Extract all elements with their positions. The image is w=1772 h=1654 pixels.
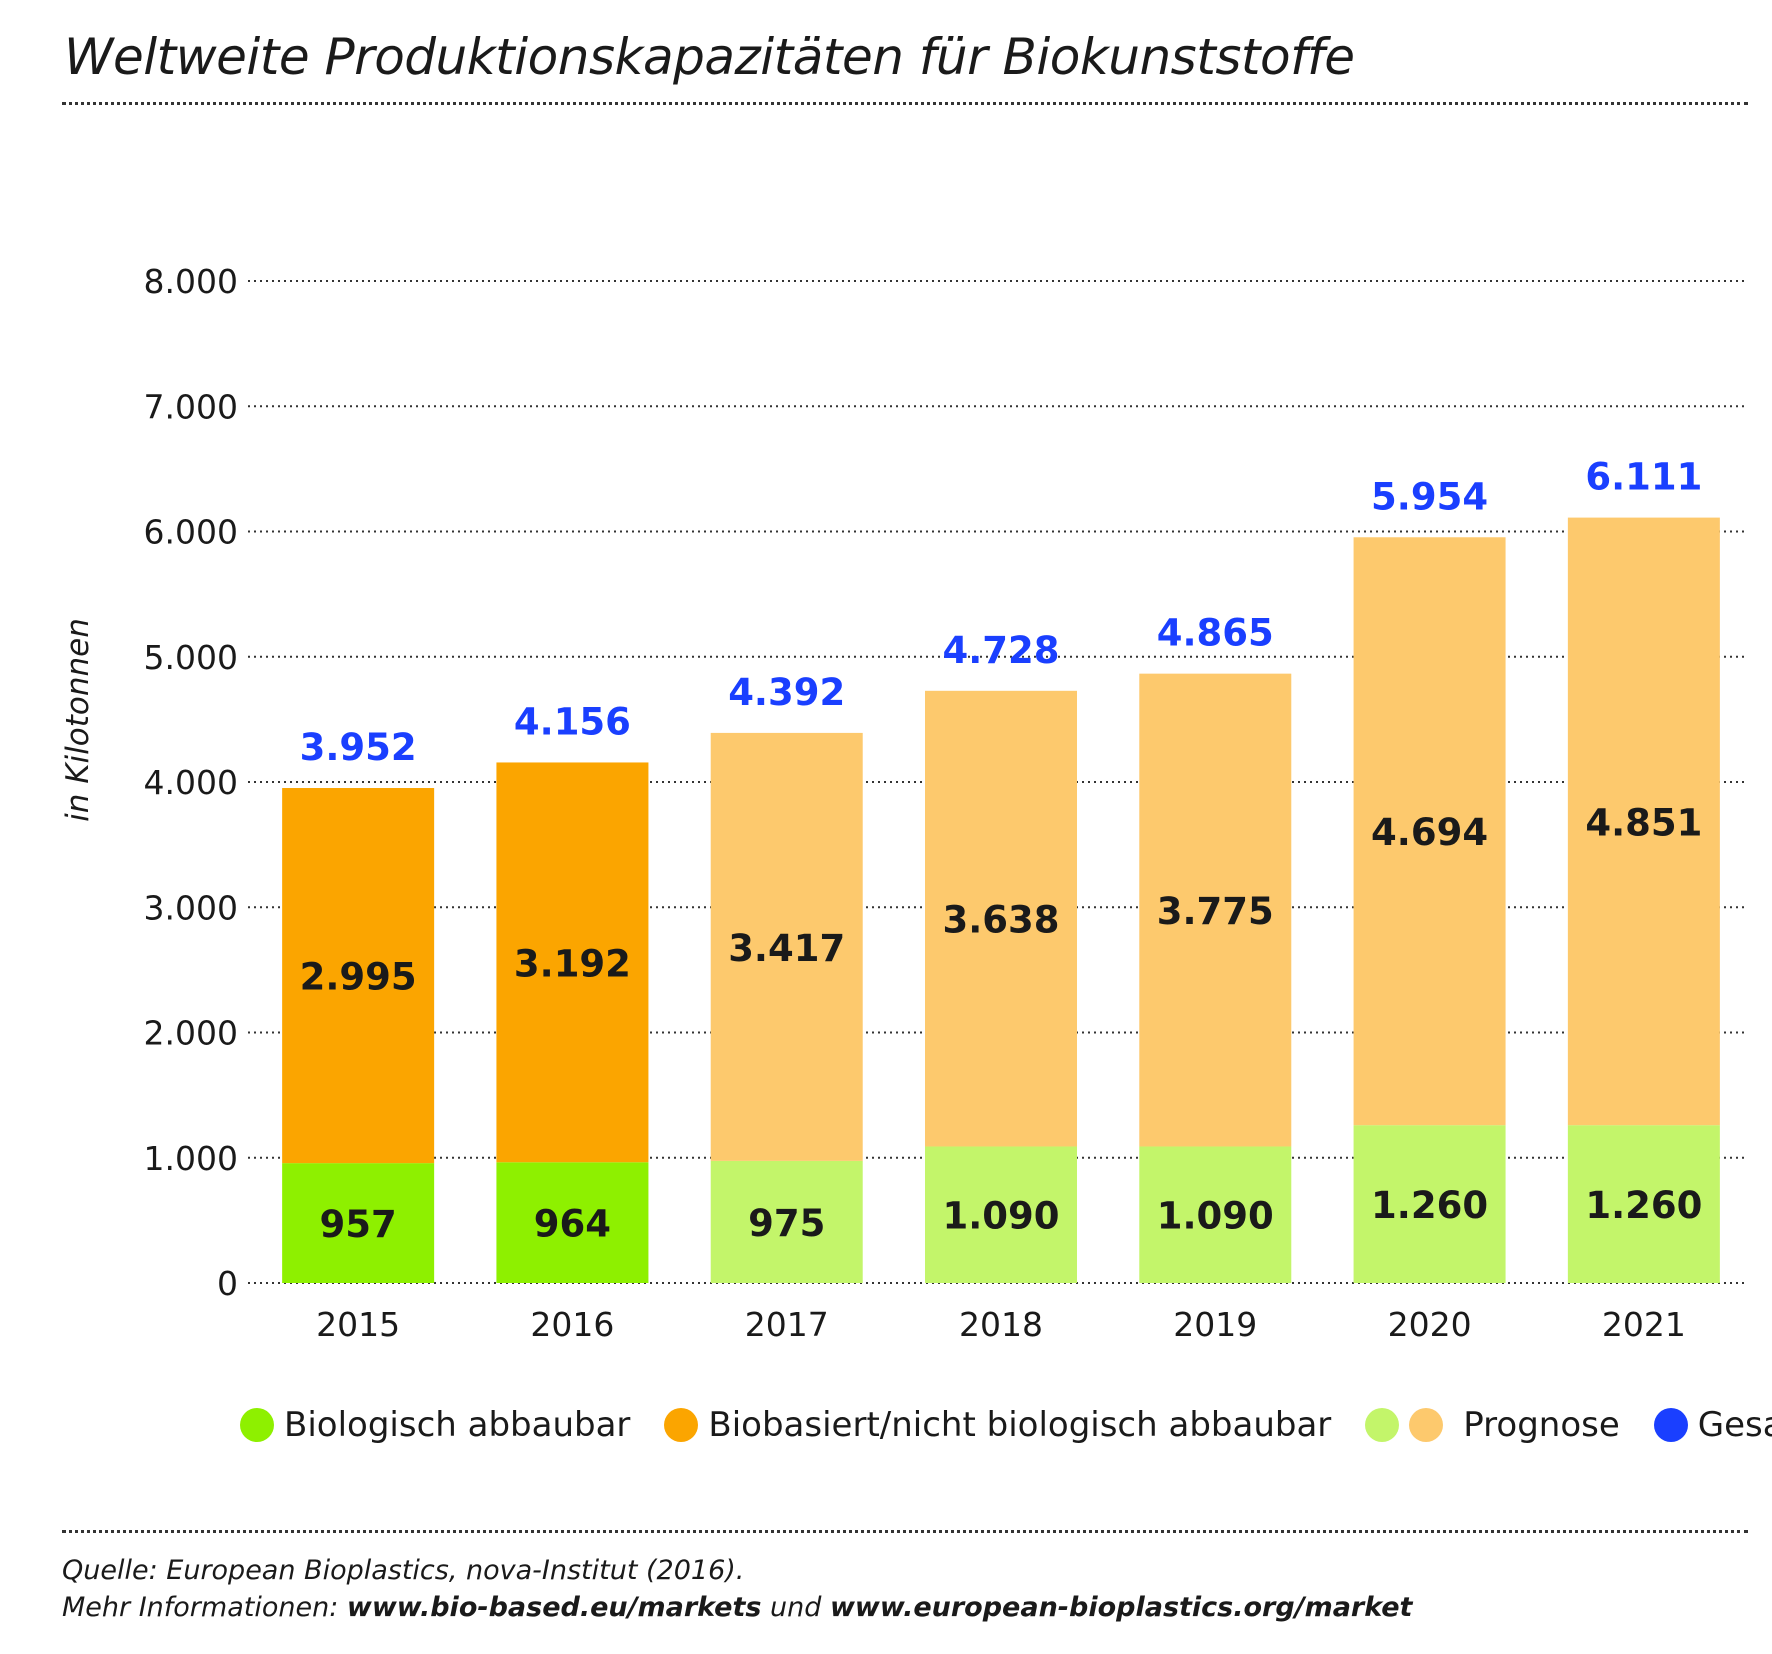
data-label-biologisch: 1.260 xyxy=(1585,1184,1702,1227)
data-label-biologisch: 1.260 xyxy=(1371,1184,1488,1227)
y-tick-label: 2.000 xyxy=(144,1014,238,1053)
data-label-biobasiert: 2.995 xyxy=(300,956,417,999)
y-tick-label: 3.000 xyxy=(144,888,238,927)
more-info-prefix: Mehr Informationen: xyxy=(62,1592,347,1623)
legend-item-biobasiert: Biobasiert/nicht biologisch abbaubar xyxy=(664,1405,1331,1445)
legend-label-biologisch: Biologisch abbaubar xyxy=(284,1405,631,1445)
legend-label-gesamt: Gesamt xyxy=(1697,1405,1772,1445)
data-label-gesamt: 4.392 xyxy=(728,671,845,714)
data-label-gesamt: 4.156 xyxy=(514,700,631,743)
bar-biobasiert xyxy=(496,762,649,1163)
data-label-biologisch: 957 xyxy=(320,1203,397,1246)
data-label-gesamt: 4.865 xyxy=(1157,612,1274,655)
legend: Biologisch abbaubar Biobasiert/nicht bio… xyxy=(240,1405,1772,1445)
top-divider xyxy=(62,102,1748,105)
bar-biobasiert xyxy=(1139,673,1292,1147)
x-tick-label: 2018 xyxy=(959,1305,1043,1344)
data-label-biologisch: 964 xyxy=(534,1203,611,1246)
x-tick-label: 2015 xyxy=(316,1305,400,1344)
x-tick-label: 2016 xyxy=(530,1305,614,1344)
x-tick-label: 2021 xyxy=(1602,1305,1686,1344)
bar-biologisch xyxy=(1139,1146,1292,1283)
legend-swatch-prognose-orange xyxy=(1409,1408,1444,1442)
more-info-line: Mehr Informationen: www.bio-based.eu/mar… xyxy=(62,1592,1412,1623)
link-bio-based[interactable]: www.bio-based.eu/markets xyxy=(346,1592,762,1623)
bar-biologisch xyxy=(925,1146,1077,1283)
y-tick-label: 5.000 xyxy=(144,638,238,677)
y-tick-label: 1.000 xyxy=(144,1139,238,1178)
link-european-bioplastics[interactable]: www.european-bioplastics.org/market xyxy=(829,1592,1413,1623)
bar-biobasiert xyxy=(1353,537,1506,1126)
legend-item-biologisch: Biologisch abbaubar xyxy=(240,1405,630,1445)
data-label-gesamt: 4.728 xyxy=(942,629,1059,672)
y-axis-label: in Kilotonnen xyxy=(60,618,96,822)
legend-swatch-gesamt xyxy=(1653,1408,1688,1442)
data-label-biobasiert: 3.192 xyxy=(514,942,631,985)
legend-swatch-prognose-green xyxy=(1365,1408,1400,1442)
data-label-gesamt: 5.954 xyxy=(1371,475,1488,518)
data-label-biobasiert: 3.775 xyxy=(1157,890,1274,933)
bar-biobasiert xyxy=(282,788,435,1164)
y-tick-label: 7.000 xyxy=(144,387,238,426)
y-tick-label: 0 xyxy=(217,1264,238,1303)
legend-item-gesamt: Gesamt xyxy=(1653,1405,1772,1445)
bar-biologisch xyxy=(496,1162,649,1283)
bar-biobasiert xyxy=(1567,517,1720,1126)
legend-label-biobasiert: Biobasiert/nicht biologisch abbaubar xyxy=(708,1405,1332,1445)
legend-swatch-biobasiert xyxy=(664,1408,699,1442)
legend-swatch-biologisch xyxy=(240,1408,274,1442)
bar-biologisch xyxy=(1567,1125,1720,1283)
bar-biobasiert xyxy=(925,690,1077,1147)
y-tick-label: 4.000 xyxy=(144,763,238,802)
more-info-mid: und xyxy=(761,1592,830,1623)
data-label-gesamt: 3.952 xyxy=(300,726,417,769)
data-label-biobasiert: 4.851 xyxy=(1585,801,1702,844)
bar-biologisch xyxy=(1353,1125,1506,1283)
data-label-biologisch: 1.090 xyxy=(942,1195,1059,1238)
source-line: Quelle: European Bioplastics, nova-Insti… xyxy=(62,1555,745,1586)
x-tick-label: 2017 xyxy=(745,1305,829,1344)
data-label-biologisch: 975 xyxy=(748,1202,825,1245)
y-tick-label: 8.000 xyxy=(144,262,238,301)
bar-biobasiert xyxy=(710,732,863,1161)
bottom-divider xyxy=(62,1530,1748,1533)
data-label-biobasiert: 3.417 xyxy=(728,927,845,970)
legend-item-prognose: Prognose xyxy=(1365,1405,1620,1445)
x-tick-label: 2020 xyxy=(1388,1305,1472,1344)
bar-biologisch xyxy=(710,1160,863,1283)
data-label-biobasiert: 3.638 xyxy=(942,899,1059,942)
data-label-biobasiert: 4.694 xyxy=(1371,811,1488,854)
legend-label-prognose: Prognose xyxy=(1463,1405,1620,1445)
y-tick-label: 6.000 xyxy=(144,513,238,552)
data-label-gesamt: 6.111 xyxy=(1585,456,1702,499)
x-tick-label: 2019 xyxy=(1173,1305,1257,1344)
data-label-biologisch: 1.090 xyxy=(1157,1195,1274,1238)
chart-title: Weltweite Produktionskapazitäten für Bio… xyxy=(64,28,1355,86)
bar-biologisch xyxy=(282,1163,435,1283)
